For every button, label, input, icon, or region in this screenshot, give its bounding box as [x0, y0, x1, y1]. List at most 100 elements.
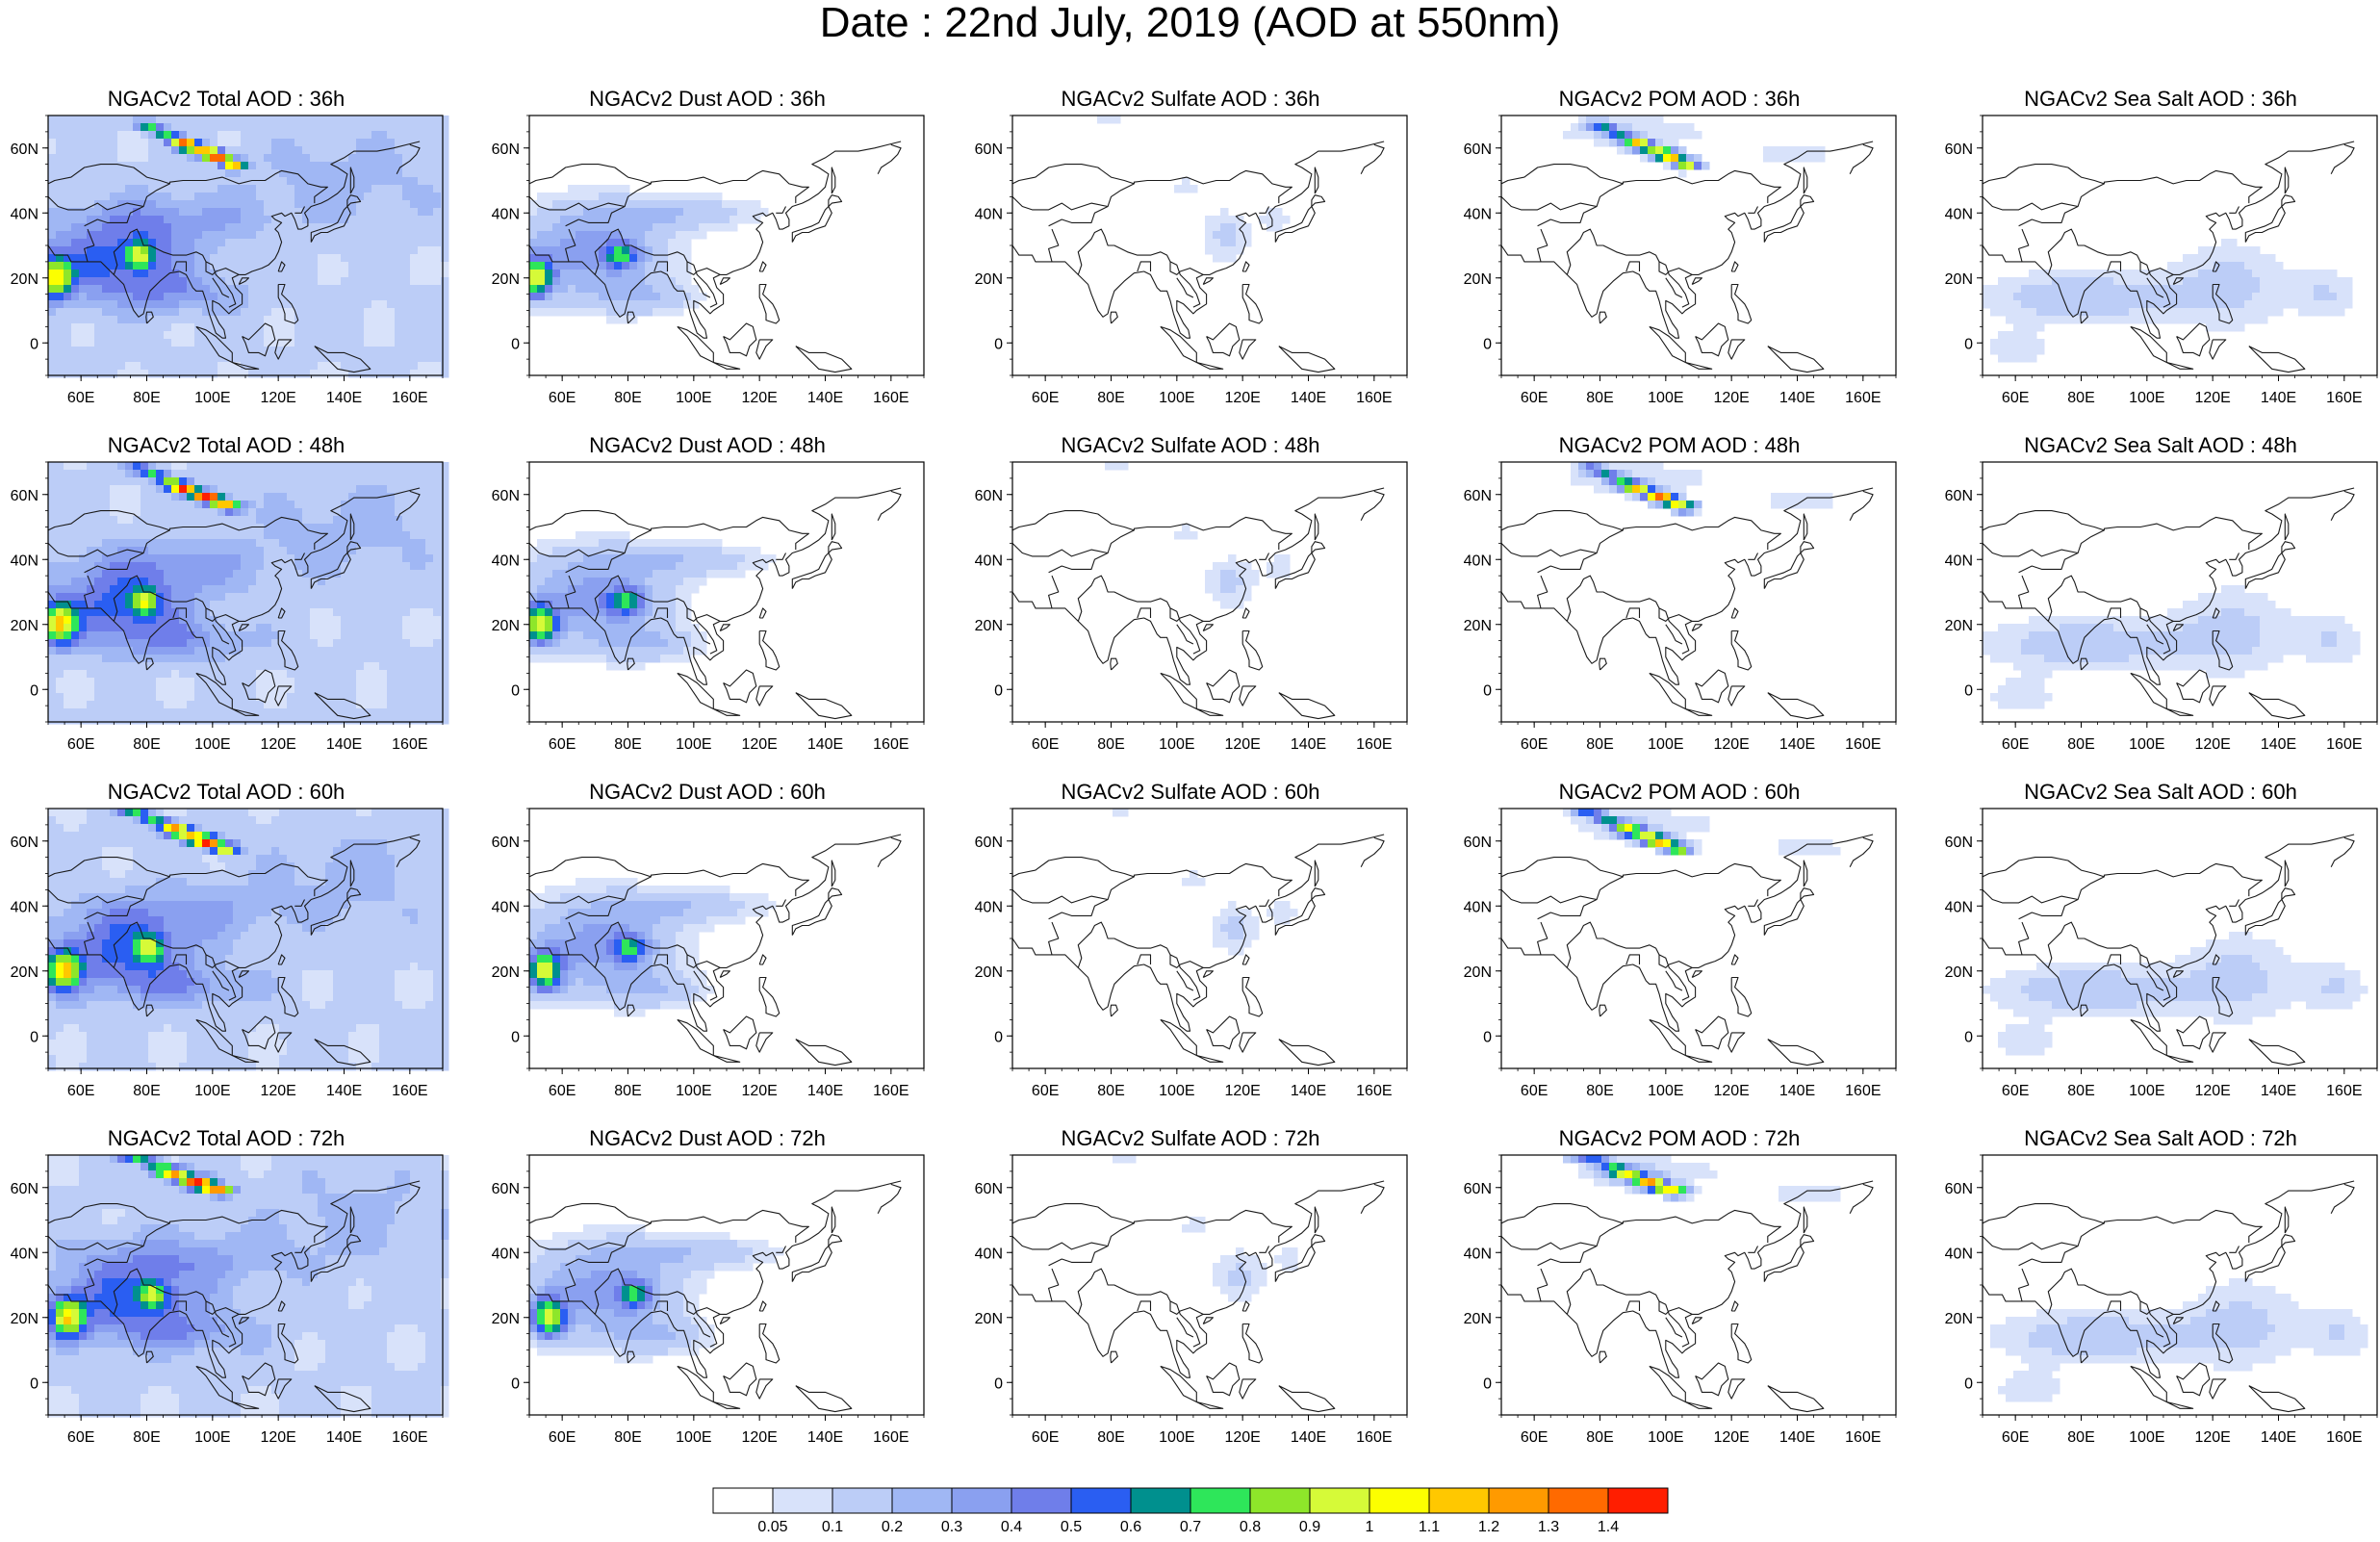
lon-tick-label: 120E — [741, 1083, 777, 1099]
lon-tick-label: 140E — [2261, 1429, 2296, 1446]
aod-field — [1563, 809, 1841, 856]
lon-tick-label: 160E — [1356, 736, 1392, 753]
lon-tick-label: 140E — [807, 1083, 843, 1099]
lon-tick-label: 120E — [1224, 1083, 1260, 1099]
aod-field — [48, 1155, 449, 1418]
colorbar-swatch — [1071, 1488, 1131, 1513]
lon-tick-label: 140E — [2261, 390, 2296, 406]
lat-tick-label: 20N — [492, 271, 520, 288]
colorbar-label: 0.2 — [882, 1519, 903, 1535]
lat-tick-label: 60N — [11, 835, 38, 851]
lon-tick-label: 60E — [2002, 736, 2029, 753]
lon-tick-label: 100E — [676, 736, 711, 753]
lon-tick-label: 120E — [1713, 390, 1749, 406]
aod-field — [48, 116, 449, 378]
lon-tick-label: 60E — [2002, 1429, 2029, 1446]
lat-tick-label: 40N — [975, 1246, 1003, 1262]
lat-tick-label: 0 — [30, 1375, 38, 1392]
aod-field — [1097, 116, 1291, 263]
lon-tick-label: 100E — [1159, 390, 1194, 406]
lat-tick-label: 40N — [1464, 1246, 1492, 1262]
lat-tick-label: 40N — [492, 1246, 520, 1262]
lat-tick-label: 0 — [1964, 1029, 1973, 1045]
lon-tick-label: 80E — [1097, 1083, 1124, 1099]
lon-tick-label: 100E — [1648, 1429, 1683, 1446]
lon-tick-label: 80E — [2067, 1429, 2094, 1446]
lon-tick-label: 100E — [194, 1083, 230, 1099]
aod-field — [1105, 462, 1291, 609]
lon-tick-label: 60E — [549, 1429, 576, 1446]
colorbar-swatch — [1131, 1488, 1190, 1513]
aod-field — [1113, 1155, 1298, 1302]
lon-tick-label: 100E — [1159, 1083, 1194, 1099]
lon-tick-label: 60E — [67, 390, 94, 406]
lat-tick-label: 60N — [1464, 141, 1492, 158]
lon-tick-label: 120E — [741, 390, 777, 406]
lat-tick-label: 60N — [1464, 488, 1492, 504]
lon-tick-label: 80E — [133, 390, 160, 406]
lon-tick-label: 140E — [326, 390, 362, 406]
lon-tick-label: 100E — [1648, 1083, 1683, 1099]
coastlines — [1501, 141, 1873, 373]
aod-field — [1563, 1155, 1841, 1202]
map-frame — [1012, 809, 1407, 1068]
lon-tick-label: 160E — [1845, 1429, 1881, 1446]
lat-tick-label: 60N — [1945, 141, 1973, 158]
panel-title: NGACv2 Dust AOD : 60h — [481, 780, 934, 805]
lat-tick-label: 40N — [975, 206, 1003, 222]
lat-tick-label: 40N — [1945, 899, 1973, 915]
lon-tick-label: 160E — [1845, 736, 1881, 753]
lon-tick-label: 140E — [2261, 1083, 2296, 1099]
lat-tick-label: 0 — [1964, 682, 1973, 699]
aod-field — [1990, 1278, 2368, 1402]
lon-tick-label: 80E — [614, 736, 641, 753]
colorbar-swatch — [773, 1488, 832, 1513]
lon-tick-label: 100E — [1159, 736, 1194, 753]
lon-tick-label: 120E — [1224, 736, 1260, 753]
aod-field — [529, 1224, 784, 1364]
panel-title: NGACv2 Dust AOD : 48h — [481, 433, 934, 458]
lon-tick-label: 60E — [549, 1083, 576, 1099]
lat-tick-label: 20N — [1945, 271, 1973, 288]
lat-tick-label: 0 — [1483, 336, 1492, 352]
lon-tick-label: 60E — [1032, 1429, 1059, 1446]
lon-tick-label: 60E — [67, 736, 94, 753]
aod-field — [1563, 116, 1826, 178]
panel-title: NGACv2 Sulfate AOD : 72h — [964, 1126, 1417, 1151]
lat-tick-label: 40N — [1945, 553, 1973, 569]
lon-tick-label: 120E — [260, 390, 295, 406]
lat-tick-label: 0 — [1483, 682, 1492, 699]
colorbar-swatch — [713, 1488, 773, 1513]
lat-tick-label: 0 — [1483, 1029, 1492, 1045]
coastlines — [1012, 835, 1384, 1066]
lat-tick-label: 40N — [11, 899, 38, 915]
lon-tick-label: 80E — [133, 736, 160, 753]
lon-tick-label: 60E — [1521, 390, 1548, 406]
panel-title: NGACv2 POM AOD : 36h — [1453, 87, 1906, 112]
panel-title: NGACv2 Total AOD : 72h — [0, 1126, 452, 1151]
lon-tick-label: 60E — [2002, 390, 2029, 406]
lon-tick-label: 140E — [1779, 1083, 1815, 1099]
lon-tick-label: 160E — [2326, 1083, 2362, 1099]
figure-title: Date : 22nd July, 2019 (AOD at 550nm) — [0, 0, 2380, 46]
colorbar-swatch — [1250, 1488, 1310, 1513]
lat-tick-label: 60N — [975, 488, 1003, 504]
aod-field — [1983, 932, 2368, 1056]
lat-tick-label: 20N — [492, 1311, 520, 1327]
lon-tick-label: 80E — [614, 390, 641, 406]
aod-field — [48, 809, 449, 1071]
lat-tick-label: 60N — [11, 488, 38, 504]
lat-tick-label: 40N — [975, 553, 1003, 569]
lon-tick-label: 60E — [67, 1429, 94, 1446]
